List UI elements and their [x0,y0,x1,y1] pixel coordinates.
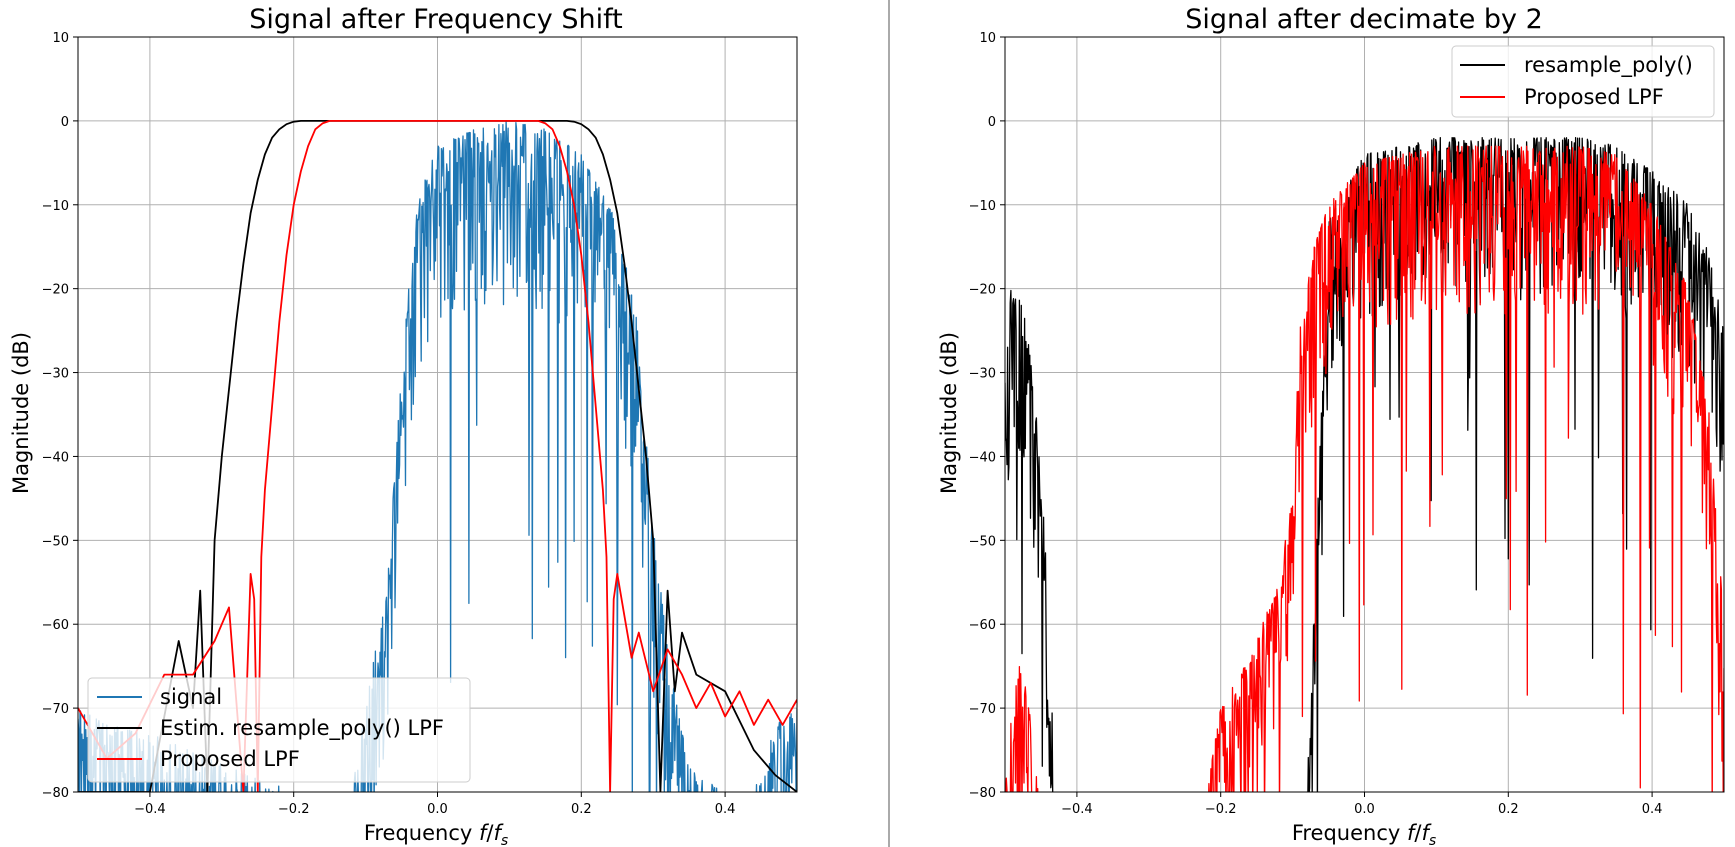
x-tick-label: −0.2 [278,802,310,817]
series-layer [78,120,797,792]
legend-box [1451,45,1715,118]
legend-entry-proposed: Proposed LPF [1524,85,1664,109]
plot-decimate: Signal after decimate by 2 Magnitude (dB… [937,4,1725,847]
x-tick-label: 0.0 [427,802,448,817]
legend-entry-estim: Estim. resample_poly() LPF [160,716,444,741]
x-tick-label: 0.2 [1498,802,1519,817]
series-layer [1005,137,1724,792]
x-tick-label: 0.4 [1642,802,1663,817]
legend-entry-proposed: Proposed LPF [160,747,300,771]
x-tick-label: 0.2 [571,802,592,817]
plot-frame [77,36,798,793]
y-tick-label: −20 [969,283,996,298]
plot-frame [1004,36,1725,793]
y-tick-label: −70 [969,702,996,717]
y-axis-label: Magnitude (dB) [9,332,33,494]
chart-title: Signal after decimate by 2 [1185,4,1543,35]
y-tick-label: 10 [979,31,996,46]
y-tick-label: 10 [52,31,69,46]
ticks: −0.4 −0.2 0.0 0.2 0.4 10 0 −10 −20 −30 −40 −50 −60 −7… [969,31,1663,817]
y-tick-label: −50 [969,534,996,549]
series-line-proposed-lpf [1005,145,1724,792]
y-tick-label: −60 [42,618,69,633]
y-tick-label: −20 [42,283,69,298]
y-tick-label: −70 [42,702,69,717]
y-tick-label: −30 [969,367,996,382]
series-line-signal [78,121,797,792]
y-tick-label: −80 [42,786,69,801]
x-tick-label: −0.4 [134,802,166,817]
y-tick-label: −40 [969,450,996,465]
legend-entry-signal: signal [160,685,222,709]
y-tick-label: −50 [42,534,69,549]
y-tick-label: −40 [42,450,69,465]
x-axis-label: Frequency f/fs [364,821,508,847]
ticks: −0.4 −0.2 0.0 0.2 0.4 10 0 −10 −20 −30 −40 −50 −60 −7… [42,31,736,817]
y-tick-label: 0 [988,115,996,130]
legend: signal Estim. resample_poly() LPF Propos… [87,677,471,783]
x-tick-label: 0.4 [715,802,736,817]
legend-entry-resample: resample_poly() [1524,53,1693,78]
legend-box [87,677,471,783]
y-tick-label: 0 [61,115,69,130]
legend: resample_poly() Proposed LPF [1451,45,1715,118]
y-tick-label: −10 [42,199,69,214]
series-line-proposed-lpf [78,120,797,792]
y-axis-label: Magnitude (dB) [937,332,961,494]
plot-frequency-shift: Signal after Frequency Shift Magnitude (… [9,4,798,847]
chart-title: Signal after Frequency Shift [249,4,622,35]
y-tick-label: −30 [42,367,69,382]
y-tick-label: −80 [969,786,996,801]
x-tick-label: −0.4 [1061,802,1093,817]
x-axis-label: Frequency f/fs [1292,821,1436,847]
x-tick-label: −0.2 [1205,802,1237,817]
x-tick-label: 0.0 [1354,802,1375,817]
y-tick-label: −10 [969,199,996,214]
y-tick-label: −60 [969,618,996,633]
